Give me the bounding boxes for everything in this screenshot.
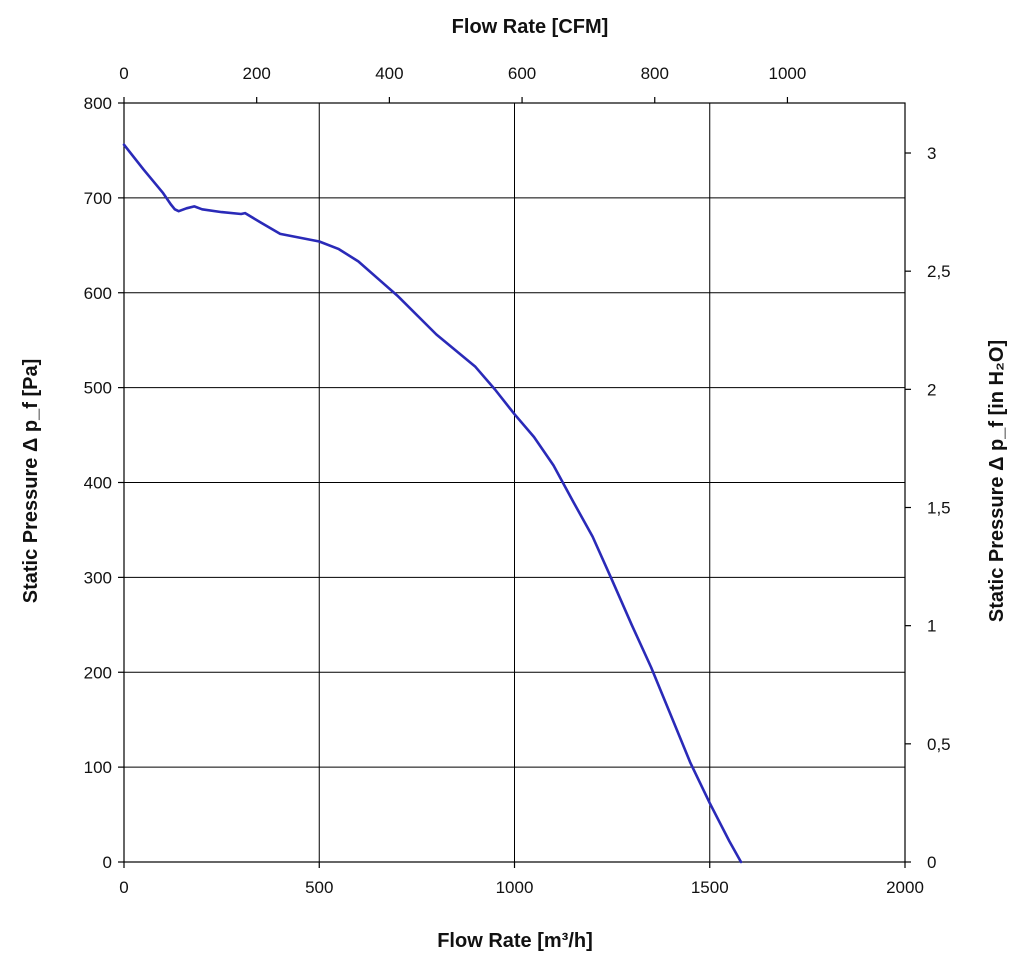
grid-lines bbox=[123, 102, 906, 863]
y-tick-label-right: 2 bbox=[927, 380, 936, 399]
y-tick-label-left: 500 bbox=[84, 379, 112, 398]
y-tick-label-right: 0,5 bbox=[927, 735, 951, 754]
y-tick-label-left: 400 bbox=[84, 474, 112, 493]
x-tick-label-top: 800 bbox=[641, 64, 669, 83]
y-tick-label-right: 0 bbox=[927, 853, 936, 872]
y-tick-label-right: 1,5 bbox=[927, 499, 951, 518]
x-tick-label-top: 400 bbox=[375, 64, 403, 83]
x-tick-label-bottom: 500 bbox=[305, 878, 333, 897]
x-tick-label-bottom: 1000 bbox=[496, 878, 534, 897]
x-tick-label-top: 200 bbox=[243, 64, 271, 83]
series-layer bbox=[122, 143, 743, 864]
y-axis-title-right: Static Pressure Δ p_f [in H₂O] bbox=[986, 340, 1008, 622]
series-line-fan-curve bbox=[122, 143, 743, 864]
y-axis-title-left: Static Pressure Δ p_f [Pa] bbox=[20, 359, 42, 603]
x-axis-title-top: Flow Rate [CFM] bbox=[452, 16, 609, 38]
y-tick-label-left: 0 bbox=[103, 853, 112, 872]
x-tick-label-top: 600 bbox=[508, 64, 536, 83]
x-tick-label-top: 1000 bbox=[769, 64, 807, 83]
y-tick-label-right: 2,5 bbox=[927, 262, 951, 281]
x-tick-label-top: 0 bbox=[119, 64, 128, 83]
y-tick-label-right: 3 bbox=[927, 144, 936, 163]
x-axis-title-bottom: Flow Rate [m³/h] bbox=[437, 930, 593, 952]
axis-ticks bbox=[118, 97, 911, 868]
y-tick-label-left: 600 bbox=[84, 284, 112, 303]
y-tick-label-left: 800 bbox=[84, 94, 112, 113]
y-tick-label-right: 1 bbox=[927, 617, 936, 636]
x-tick-label-bottom: 0 bbox=[119, 878, 128, 897]
y-tick-label-left: 100 bbox=[84, 758, 112, 777]
y-tick-label-left: 700 bbox=[84, 189, 112, 208]
y-tick-label-left: 200 bbox=[84, 663, 112, 682]
y-tick-label-left: 300 bbox=[84, 568, 112, 587]
x-tick-label-bottom: 2000 bbox=[886, 878, 924, 897]
x-tick-label-bottom: 1500 bbox=[691, 878, 729, 897]
